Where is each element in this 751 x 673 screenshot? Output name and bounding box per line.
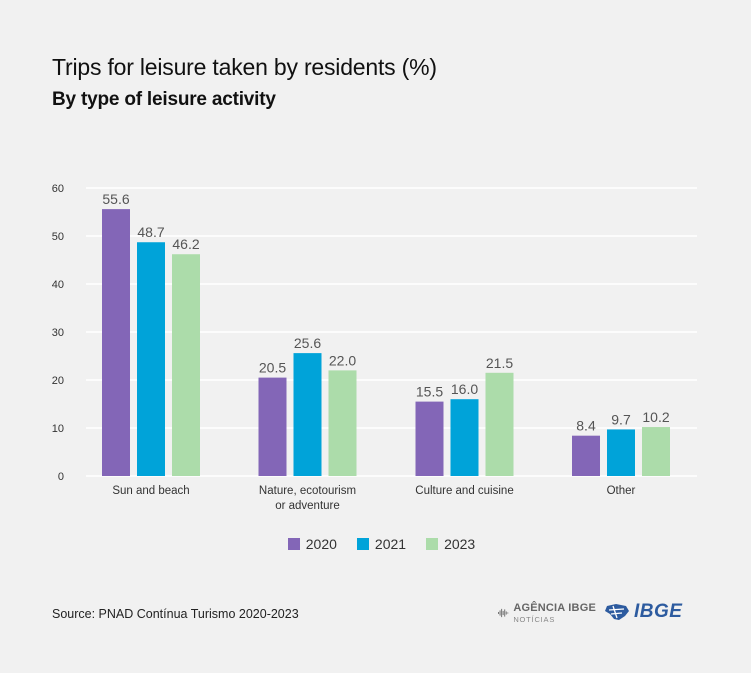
category-label-1-1: or adventure — [275, 500, 340, 512]
ibge-logo-text: IBGE — [634, 601, 683, 622]
chart-subtitle: By type of leisure activity — [52, 89, 276, 110]
bar-2023-3 — [642, 427, 670, 476]
bar-2020-2 — [415, 401, 444, 476]
bar-2023-1 — [328, 370, 357, 476]
bar-2021-3 — [607, 429, 635, 476]
legend-label-2021: 2021 — [374, 536, 407, 552]
bar-2021-2 — [450, 399, 479, 476]
legend-swatch-2023 — [426, 538, 439, 550]
bar-2021-1 — [293, 353, 322, 476]
value-label-2021-3: 9.7 — [611, 411, 631, 427]
value-label-2023-3: 10.2 — [642, 409, 669, 425]
bar-2023-2 — [485, 372, 514, 476]
bar-2023-0 — [172, 254, 200, 476]
bar-2020-1 — [258, 377, 287, 476]
legend-item-2020: 2020 — [287, 536, 337, 552]
y-tick-label-30: 30 — [52, 327, 64, 339]
y-tick-label-50: 50 — [52, 231, 64, 243]
legend-label-2020: 2020 — [305, 536, 337, 552]
brazil-map-icon — [605, 604, 629, 620]
chart-title: Trips for leisure taken by residents (%) — [52, 54, 437, 80]
ibge-logo[interactable]: IBGE — [604, 600, 700, 624]
value-label-2020-3: 8.4 — [576, 418, 596, 434]
bar-chart: 0 10 20 30 40 50 60 55.6 20.5 15.5 8.4 48.7 25.6 16.0… — [52, 183, 697, 512]
bar-2020-0 — [102, 209, 130, 476]
y-tick-label-20: 20 — [52, 375, 64, 387]
agencia-logo-subtext: NOTÍCIAS — [513, 614, 556, 624]
category-label-1-0: Nature, ecotourism — [259, 485, 356, 497]
value-label-2023-0: 46.2 — [172, 236, 199, 252]
agencia-ibge-logo[interactable]: AGÊNCIA IBGE NOTÍCIAS — [498, 600, 596, 626]
value-label-2021-1: 25.6 — [294, 335, 321, 351]
sound-wave-icon — [498, 608, 509, 618]
legend-item-2021: 2021 — [356, 536, 407, 552]
legend-swatch-2021 — [356, 538, 369, 550]
value-label-2020-0: 55.6 — [102, 191, 129, 207]
y-tick-label-40: 40 — [52, 279, 64, 291]
y-tick-label-10: 10 — [52, 423, 64, 435]
chart-legend: 2020 2021 2023 — [0, 536, 751, 552]
value-label-2020-1: 20.5 — [259, 360, 286, 376]
y-tick-label-0: 0 — [58, 471, 64, 483]
legend-item-2023: 2023 — [426, 536, 475, 552]
bar-2020-3 — [572, 435, 600, 476]
category-label-0-0: Sun and beach — [112, 485, 189, 497]
y-tick-label-60: 60 — [52, 183, 64, 195]
value-label-2023-1: 22.0 — [329, 352, 356, 368]
category-label-2-0: Culture and cuisine — [415, 485, 513, 497]
value-label-2021-0: 48.7 — [137, 224, 164, 240]
legend-label-2023: 2023 — [444, 536, 476, 552]
legend-swatch-2020 — [287, 538, 300, 550]
value-label-2023-2: 21.5 — [486, 355, 513, 371]
value-label-2021-2: 16.0 — [451, 381, 478, 397]
source-note: Source: PNAD Contínua Turismo 2020-2023 — [52, 607, 299, 621]
agencia-logo-text: AGÊNCIA IBGE — [513, 601, 596, 614]
value-label-2020-2: 15.5 — [416, 384, 443, 400]
category-label-3-0: Other — [607, 485, 636, 497]
bar-2021-0 — [137, 242, 165, 476]
